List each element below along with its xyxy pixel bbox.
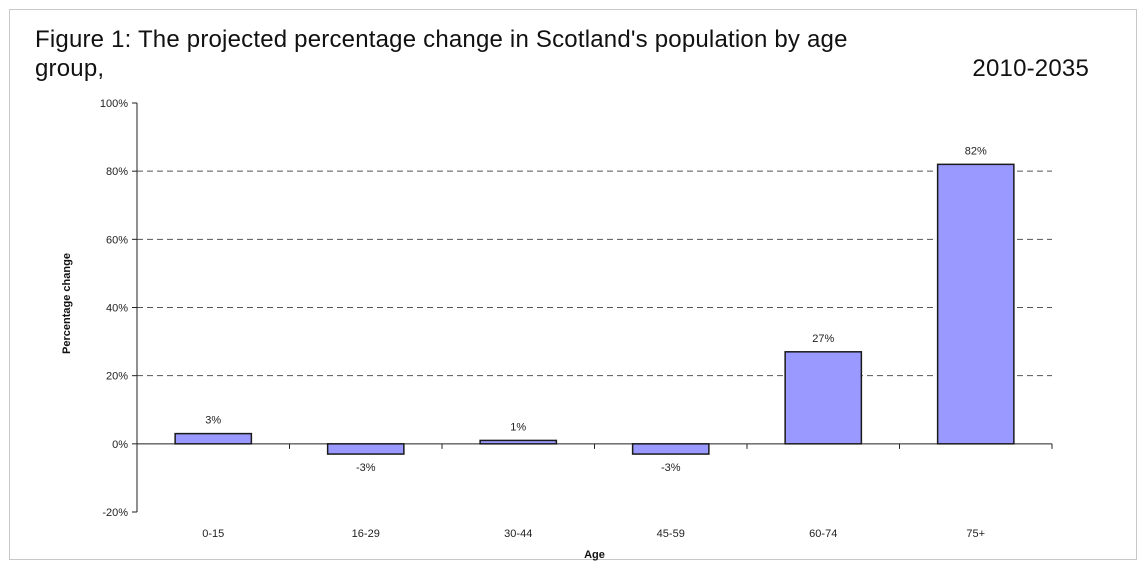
data-labels: 3% -3% 1% -3% 27% 82% xyxy=(205,145,987,474)
y-tick-label: 80% xyxy=(106,166,128,178)
bar-0-15 xyxy=(174,432,253,445)
axes: -20% 0% 20% 40% 60% 80% 100% 0-15 16-29 30-44 45-5… xyxy=(100,98,1053,540)
y-tick-label: 40% xyxy=(106,303,128,315)
y-axis-title: Percentage change xyxy=(61,253,73,354)
y-tick-label: 100% xyxy=(100,98,128,110)
bar-45-59 xyxy=(631,443,710,455)
chart-title-line-2: group, xyxy=(35,55,105,82)
bar-16-29 xyxy=(326,443,405,455)
gridlines xyxy=(137,170,1052,377)
x-tick-label: 45-59 xyxy=(657,528,685,540)
y-tick-label: -20% xyxy=(102,507,128,519)
bar-60-74 xyxy=(784,351,863,445)
x-tick-label: 60-74 xyxy=(809,528,837,540)
data-label: 82% xyxy=(965,145,987,157)
chart-title-line-1: Figure 1: The projected percentage chang… xyxy=(35,26,848,53)
data-label: 3% xyxy=(205,415,221,427)
x-tick-label: 16-29 xyxy=(352,528,380,540)
x-tick-label: 0-15 xyxy=(202,528,224,540)
y-tick-label: 60% xyxy=(106,234,128,246)
chart-title-date-range: 2010-2035 xyxy=(972,55,1089,82)
data-label: 27% xyxy=(812,333,834,345)
bar-75+ xyxy=(936,163,1015,445)
bar-30-44 xyxy=(479,439,558,445)
x-tick-label: 75+ xyxy=(966,528,985,540)
data-label: 1% xyxy=(510,421,526,433)
data-label: -3% xyxy=(661,462,681,474)
x-tick-label: 30-44 xyxy=(504,528,532,540)
x-axis-title: Age xyxy=(584,549,605,561)
y-tick-label: 0% xyxy=(112,439,128,451)
bars xyxy=(174,163,1015,455)
y-tick-label: 20% xyxy=(106,371,128,383)
data-label: -3% xyxy=(356,462,376,474)
